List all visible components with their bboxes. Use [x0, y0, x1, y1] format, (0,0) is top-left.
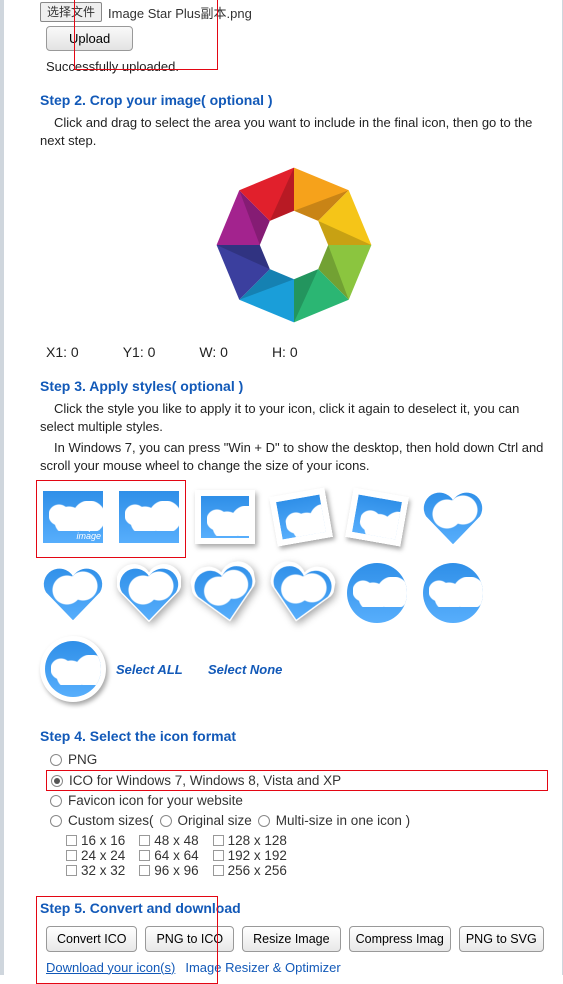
step3-desc2: In Windows 7, you can press "Win + D" to…: [40, 439, 544, 474]
action-button[interactable]: Compress Imag: [349, 926, 451, 952]
fmt-custom[interactable]: Custom sizes( Original size Multi-size i…: [50, 811, 548, 831]
style-heart-1[interactable]: [420, 484, 486, 550]
step2-title: Step 2. Crop your image( optional ): [40, 92, 548, 108]
step4-title: Step 4. Select the icon format: [40, 728, 548, 744]
step3-desc1: Click the style you like to apply it to …: [40, 400, 544, 435]
style-heart-rot-r[interactable]: [268, 560, 334, 626]
fmt-favicon[interactable]: Favicon icon for your website: [50, 791, 548, 811]
style-frame-rot-l[interactable]: [268, 484, 334, 550]
action-button[interactable]: PNG to SVG: [459, 926, 544, 952]
style-circle-border[interactable]: [40, 636, 106, 702]
coord-h: H: 0: [272, 344, 298, 360]
size-option[interactable]: 192 x 192: [213, 848, 287, 863]
size-option[interactable]: 48 x 48: [139, 833, 198, 848]
size-option[interactable]: 32 x 32: [66, 863, 125, 878]
style-heart-border[interactable]: [116, 560, 182, 626]
size-option[interactable]: 24 x 24: [66, 848, 125, 863]
style-frame[interactable]: [192, 484, 258, 550]
coord-x1: X1: 0: [46, 344, 79, 360]
step3-title: Step 3. Apply styles( optional ): [40, 378, 548, 394]
download-link[interactable]: Download your icon(s): [46, 960, 175, 975]
style-heart-2[interactable]: [40, 560, 106, 626]
fmt-ico[interactable]: ICO for Windows 7, Windows 8, Vista and …: [46, 770, 548, 792]
size-checkboxes: 16 x 1624 x 2432 x 32 48 x 4864 x 6496 x…: [66, 833, 548, 878]
upload-status: Successfully uploaded.: [46, 59, 548, 74]
resizer-link[interactable]: Image Resizer & Optimizer: [185, 960, 340, 975]
action-button[interactable]: PNG to ICO: [145, 926, 234, 952]
style-circle-2[interactable]: [420, 560, 486, 626]
step5-title: Step 5. Convert and download: [40, 900, 548, 916]
choose-file-button[interactable]: 选择文件: [40, 2, 102, 22]
upload-button[interactable]: Upload: [46, 26, 133, 51]
select-all-link[interactable]: Select ALL: [116, 662, 198, 677]
size-option[interactable]: 96 x 96: [139, 863, 198, 878]
style-plain-2[interactable]: [116, 484, 182, 550]
crop-preview[interactable]: [40, 155, 548, 338]
style-frame-rot-r[interactable]: [344, 484, 410, 550]
action-button[interactable]: Resize Image: [242, 926, 340, 952]
styles-grid: Original example image Select ALL Select…: [40, 484, 548, 702]
chosen-filename: Image Star Plus副本.png: [108, 3, 252, 22]
step2-desc: Click and drag to select the area you wa…: [40, 114, 544, 149]
size-option[interactable]: 64 x 64: [139, 848, 198, 863]
size-option[interactable]: 256 x 256: [213, 863, 287, 878]
style-circle-1[interactable]: [344, 560, 410, 626]
fmt-png[interactable]: PNG: [50, 750, 548, 770]
size-option[interactable]: 16 x 16: [66, 833, 125, 848]
action-button[interactable]: Convert ICO: [46, 926, 137, 952]
style-plain-1[interactable]: Original example image: [40, 484, 106, 550]
coord-y1: Y1: 0: [123, 344, 156, 360]
style-heart-rot-l[interactable]: [192, 560, 258, 626]
select-none-link[interactable]: Select None: [208, 662, 290, 677]
size-option[interactable]: 128 x 128: [213, 833, 287, 848]
coord-w: W: 0: [199, 344, 228, 360]
